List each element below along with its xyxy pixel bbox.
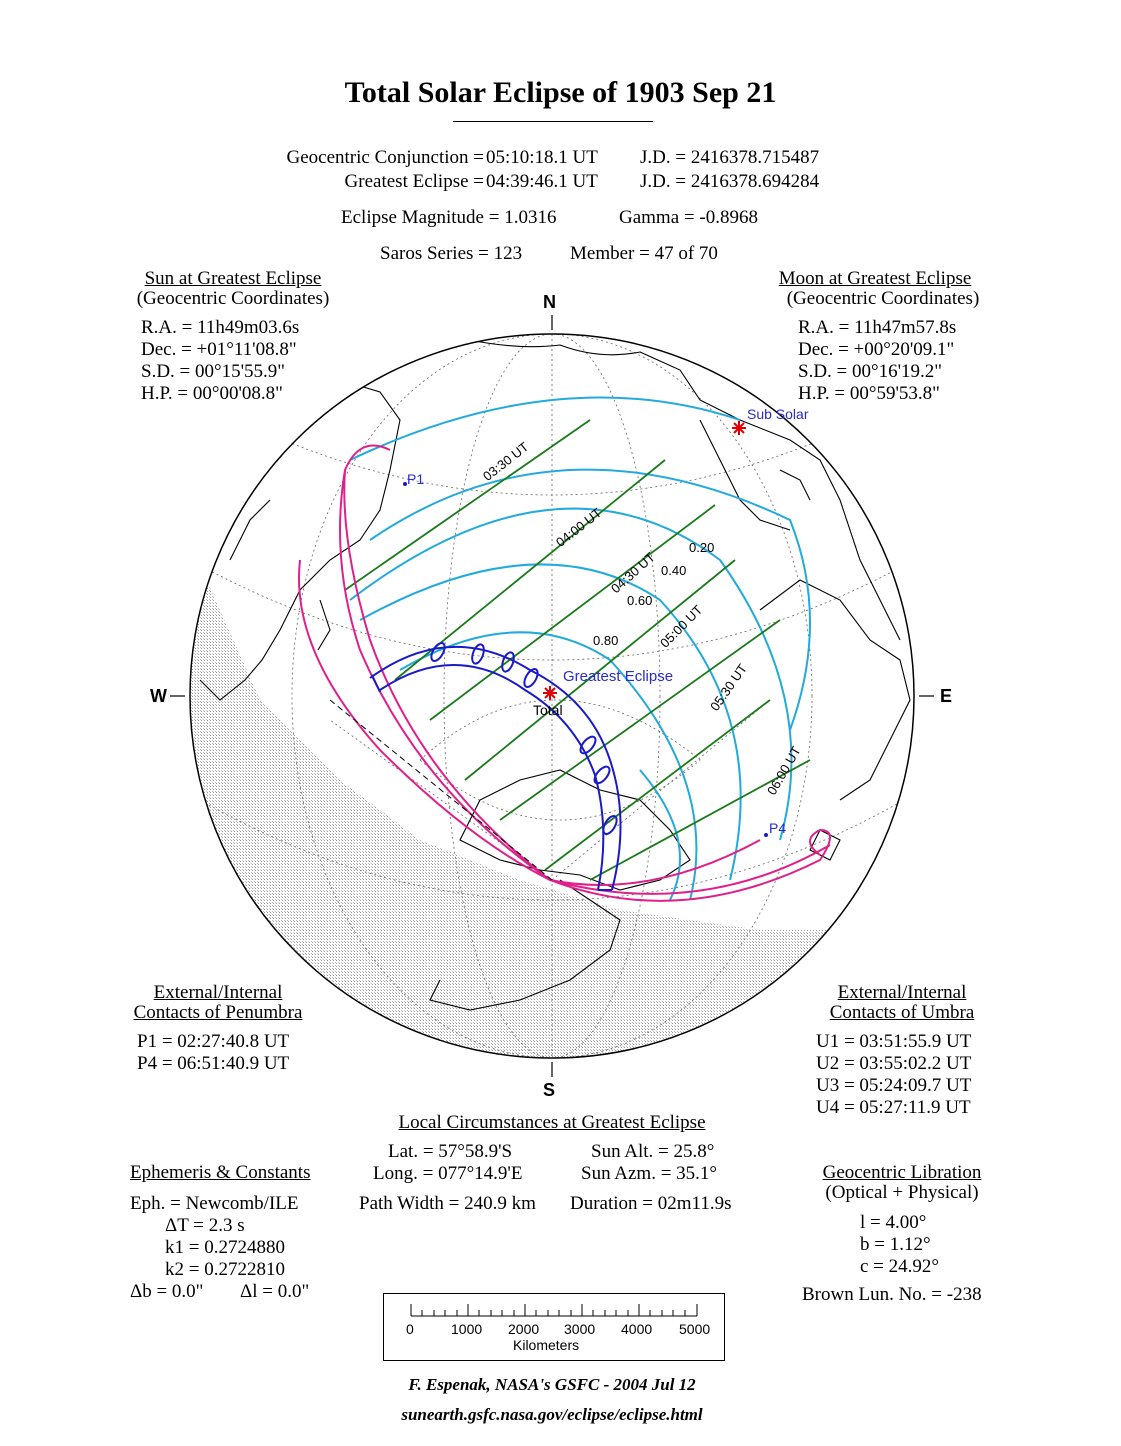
- magnitude-label-060: 0.60: [627, 593, 653, 608]
- conjunction-time: 05:10:18.1 UT: [486, 147, 598, 168]
- greatest-eclipse-label: Greatest Eclipse: [563, 668, 674, 685]
- ephemeris-heading: Ephemeris & Constants: [130, 1162, 311, 1183]
- conjunction-label: Geocentric Conjunction =: [286, 147, 485, 168]
- libration-l: l = 4.00°: [860, 1212, 927, 1233]
- penumbra-heading-1: External/Internal: [153, 982, 283, 1003]
- p1-contact: P1 = 02:27:40.8 UT: [137, 1031, 290, 1052]
- scale-tick-1000: 1000: [451, 1321, 483, 1337]
- sun-hp: H.P. = 00°00'08.8": [141, 383, 283, 404]
- u2-contact: U2 = 03:55:02.2 UT: [816, 1053, 972, 1074]
- ephemeris-delta-b: Δb = 0.0": [130, 1281, 204, 1302]
- p4-point: [764, 833, 768, 837]
- saros-member: Member = 47 of 70: [570, 243, 718, 264]
- magnitude-label-020: 0.20: [689, 540, 715, 555]
- u3-contact: U3 = 05:24:09.7 UT: [816, 1075, 972, 1096]
- moon-heading: Moon at Greatest Eclipse: [778, 268, 972, 289]
- sun-heading: Sun at Greatest Eclipse: [144, 268, 322, 289]
- greatest-eclipse-label: Greatest Eclipse =: [344, 171, 484, 192]
- scale-tick-2000: 2000: [508, 1321, 540, 1337]
- compass-west: W: [150, 686, 167, 706]
- sun-subheading: (Geocentric Coordinates): [136, 288, 330, 309]
- moon-hp: H.P. = 00°59'53.8": [798, 383, 940, 404]
- compass-north: N: [543, 292, 556, 312]
- ephemeris-k2: k2 = 0.2722810: [165, 1259, 285, 1280]
- libration-b: b = 1.12°: [860, 1234, 931, 1255]
- local-duration: Duration = 02m11.9s: [570, 1193, 732, 1214]
- penumbra-contacts: P1 = 02:27:40.8 UT P4 = 06:51:40.9 UT: [137, 1031, 289, 1075]
- moon-ra: R.A. = 11h47m57.8s: [798, 317, 957, 338]
- scale-tick-4000: 4000: [621, 1321, 653, 1337]
- libration-c: c = 24.92°: [860, 1256, 939, 1277]
- total-label: Total: [533, 702, 563, 718]
- ephemeris-delta-t: ΔT = 2.3 s: [165, 1215, 245, 1236]
- greatest-eclipse-jd: J.D. = 2416378.694284: [640, 171, 820, 192]
- scale-bar-box: [383, 1293, 725, 1361]
- scale-tick-0: 0: [406, 1321, 414, 1337]
- terminator-line: [329, 699, 553, 881]
- ephemeris-delta-l: Δl = 0.0": [240, 1281, 310, 1302]
- moon-subheading: (Geocentric Coordinates): [786, 288, 980, 309]
- p4-label: P4: [769, 820, 787, 836]
- umbra-contacts: U1 = 03:51:55.9 UT U2 = 03:55:02.2 UT U3…: [816, 1031, 971, 1119]
- local-lat: Lat. = 57°58.9'S: [388, 1141, 513, 1162]
- moon-sd: S.D. = 00°16'19.2": [798, 361, 943, 382]
- sun-sd: S.D. = 00°15'55.9": [141, 361, 286, 382]
- local-long: Long. = 077°14.9'E: [373, 1163, 523, 1184]
- globe-outline: [189, 333, 915, 1059]
- local-sun-alt: Sun Alt. = 25.8°: [591, 1141, 715, 1162]
- sun-dec: Dec. = +01°11'08.8": [141, 339, 297, 360]
- source-url: sunearth.gsfc.nasa.gov/eclipse/eclipse.h…: [401, 1405, 703, 1424]
- sub-solar-label: Sub Solar: [747, 406, 809, 422]
- p4-contact: P4 = 06:51:40.9 UT: [137, 1053, 290, 1074]
- eclipse-magnitude: Eclipse Magnitude = 1.0316: [341, 207, 557, 228]
- saros-series: Saros Series = 123: [380, 243, 523, 264]
- magnitude-label-040: 0.40: [661, 563, 687, 578]
- local-sun-azm: Sun Azm. = 35.1°: [581, 1163, 718, 1184]
- ephemeris-eph: Eph. = Newcomb/ILE: [130, 1193, 299, 1214]
- scale-tick-3000: 3000: [564, 1321, 596, 1337]
- page-title: Total Solar Eclipse of 1903 Sep 21: [344, 76, 777, 109]
- local-heading: Local Circumstances at Greatest Eclipse: [398, 1112, 706, 1133]
- credit-line: F. Espenak, NASA's GSFC - 2004 Jul 12: [408, 1375, 696, 1394]
- sun-ra: R.A. = 11h49m03.6s: [141, 317, 300, 338]
- u4-contact: U4 = 05:27:11.9 UT: [816, 1097, 971, 1118]
- compass-south: S: [543, 1080, 556, 1100]
- scale-tick-5000: 5000: [679, 1321, 711, 1337]
- magnitude-label-080: 0.80: [593, 633, 619, 648]
- penumbra-limits: [298, 444, 831, 902]
- ephemeris-k1: k1 = 0.2724880: [165, 1237, 285, 1258]
- coastlines: [199, 339, 911, 1011]
- magnitude-curves: [349, 396, 811, 901]
- local-path-width: Path Width = 240.9 km: [359, 1193, 536, 1214]
- title-rule: [453, 121, 653, 122]
- u1-contact: U1 = 03:51:55.9 UT: [816, 1031, 972, 1052]
- umbra-path: [369, 641, 622, 891]
- conjunction-jd: J.D. = 2416378.715487: [640, 147, 820, 168]
- moon-dec: Dec. = +00°20'09.1": [798, 339, 955, 360]
- scale-unit: Kilometers: [513, 1337, 580, 1353]
- compass-ticks: [170, 315, 934, 1077]
- greatest-eclipse-time: 04:39:46.1 UT: [486, 171, 598, 192]
- moon-coordinates: R.A. = 11h47m57.8s Dec. = +00°20'09.1" S…: [798, 317, 956, 405]
- libration-heading: Geocentric Libration: [822, 1162, 982, 1183]
- sub-solar-marker: [732, 421, 746, 435]
- sun-coordinates: R.A. = 11h49m03.6s Dec. = +01°11'08.8" S…: [141, 317, 299, 405]
- penumbra-heading-2: Contacts of Penumbra: [133, 1002, 303, 1023]
- p1-point: [403, 482, 407, 486]
- greatest-eclipse-marker: [543, 686, 557, 700]
- p1-label: P1: [407, 471, 425, 487]
- umbra-heading-1: External/Internal: [837, 982, 967, 1003]
- compass-east: E: [940, 686, 953, 706]
- umbra-heading-2: Contacts of Umbra: [829, 1002, 975, 1023]
- time-lines: [344, 419, 811, 881]
- libration-subheading: (Optical + Physical): [825, 1182, 979, 1203]
- brown-lunation: Brown Lun. No. = -238: [802, 1284, 982, 1305]
- gamma: Gamma = -0.8968: [619, 207, 758, 228]
- night-shading: [190, 520, 914, 1058]
